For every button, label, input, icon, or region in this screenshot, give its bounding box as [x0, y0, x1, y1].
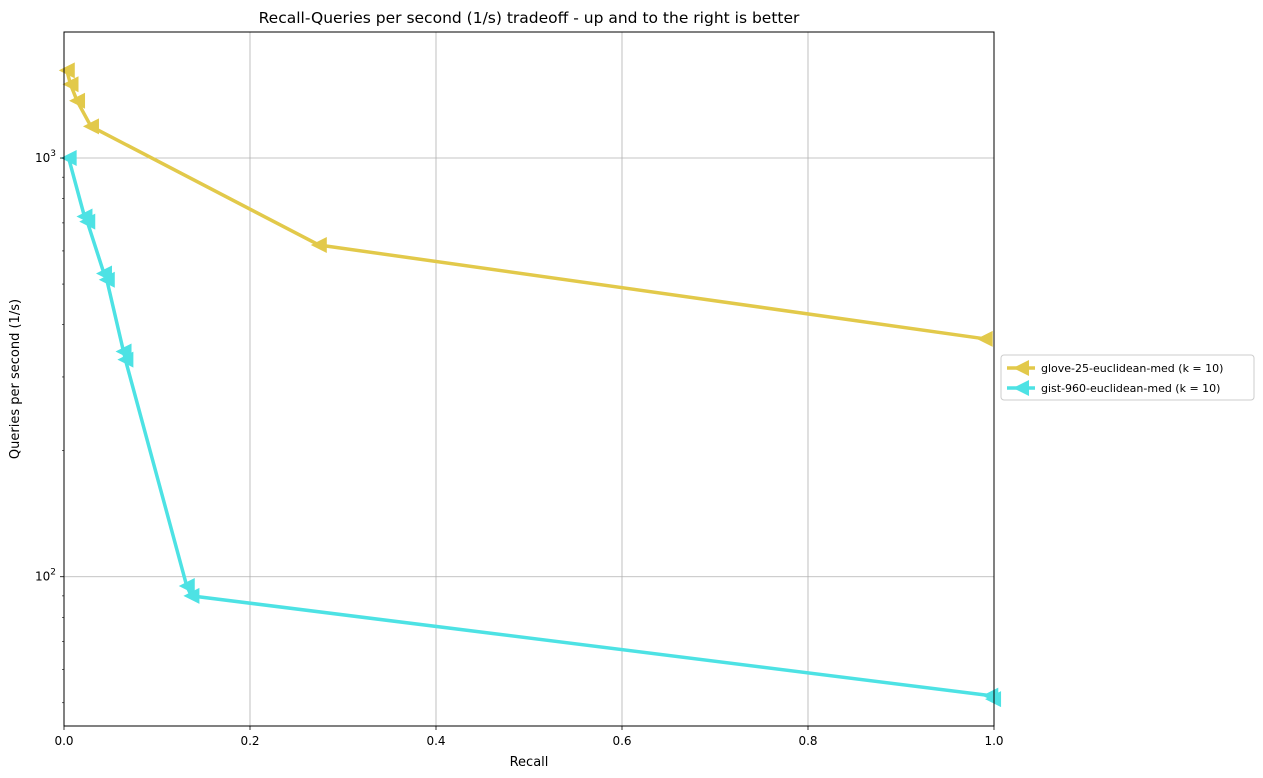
data-point [58, 62, 75, 79]
legend-marker [1013, 380, 1029, 396]
data-point [117, 351, 134, 368]
grid [63, 32, 995, 726]
x-tick-label: 0.8 [798, 734, 817, 748]
data-point [178, 578, 195, 595]
data-point [310, 236, 327, 253]
data-point [60, 150, 77, 167]
y-axis-label: Queries per second (1/s) [8, 299, 23, 459]
y-tick-exponent: 2 [50, 568, 56, 578]
data-point [62, 76, 79, 93]
series-layer [58, 62, 1002, 708]
legend: glove-25-euclidean-med (k = 10) gist-960-… [1000, 354, 1255, 401]
legend-label: glove-25-euclidean-med (k = 10) [1041, 362, 1223, 375]
series-line-0 [65, 68, 987, 341]
x-tick-label: 0.6 [612, 734, 631, 748]
x-tick-label: 0.0 [54, 734, 73, 748]
legend-marker [1013, 360, 1029, 376]
chart-title: Recall-Queries per second (1/s) tradeoff… [259, 9, 800, 27]
legend-entries: glove-25-euclidean-med (k = 10) gist-960-… [1007, 360, 1223, 396]
y-tick-exponent: 3 [50, 149, 56, 159]
y-tick-label: 103 [35, 149, 56, 165]
data-point [79, 213, 96, 230]
x-axis-label: Recall [510, 755, 549, 770]
x-tick-label: 1.0 [984, 734, 1003, 748]
series-line-1 [66, 156, 995, 701]
y-tick-label: 102 [35, 568, 56, 584]
legend-box [1000, 354, 1255, 401]
data-point [98, 271, 115, 288]
y-tick-base: 10 [35, 570, 50, 584]
data-point [976, 330, 993, 347]
data-point [985, 691, 1002, 708]
data-point [69, 92, 86, 109]
data-point [183, 587, 200, 604]
legend-label: gist-960-euclidean-med (k = 10) [1041, 382, 1220, 395]
data-point [82, 118, 99, 135]
x-tick-label: 0.2 [240, 734, 259, 748]
plot-frame [63, 31, 995, 727]
y-tick-base: 10 [35, 151, 50, 165]
x-tick-label: 0.4 [426, 734, 445, 748]
